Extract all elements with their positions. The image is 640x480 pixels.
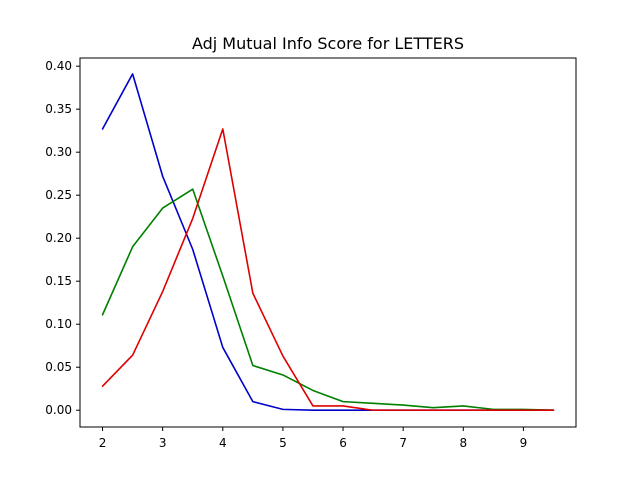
- y-tick-label: 0.10: [45, 317, 72, 331]
- y-tick-label: 0.30: [45, 145, 72, 159]
- series-layer: [101, 73, 555, 412]
- y-tick-label: 0.00: [45, 403, 72, 417]
- x-tick-label: 5: [279, 436, 287, 450]
- y-tick-label: 0.15: [45, 274, 72, 288]
- y-tick-label: 0.25: [45, 188, 72, 202]
- x-tick-label: 6: [339, 436, 347, 450]
- axis-layer: 2 3 4 5 6 7 8 9 0.00 0.05 0.10 0.15 0.20 0.25 0.30 0.35…: [45, 59, 527, 450]
- y-tick-label: 0.35: [45, 102, 72, 116]
- y-tick-label: 0.40: [45, 59, 72, 73]
- x-tick-label: 7: [399, 436, 407, 450]
- series-line-3: [101, 128, 555, 412]
- y-tick-label: 0.20: [45, 231, 72, 245]
- x-tick-label: 4: [219, 436, 227, 450]
- x-tick-label: 8: [459, 436, 467, 450]
- x-tick-label: 9: [520, 436, 528, 450]
- y-tick-label: 0.05: [45, 360, 72, 374]
- plot-frame: [79, 57, 577, 428]
- series-line-2: [101, 188, 555, 412]
- x-tick-label: 2: [99, 436, 107, 450]
- chart-title: Adj Mutual Info Score for LETTERS: [192, 34, 464, 53]
- x-tick-label: 3: [159, 436, 167, 450]
